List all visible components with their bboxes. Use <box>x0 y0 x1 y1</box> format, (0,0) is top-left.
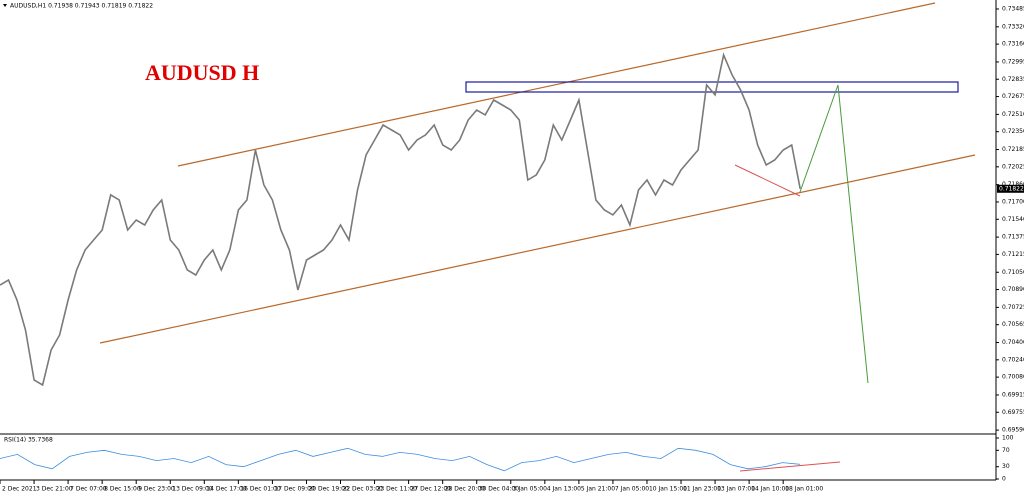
x-tick-label: 7 Jan 05:00 <box>615 486 649 493</box>
x-tick-label: 8 Dec 15:00 <box>104 486 141 493</box>
y-tick-label: 0.72675 <box>1002 93 1024 100</box>
x-tick-label: 27 Dec 12:00 <box>411 486 452 493</box>
x-tick-label: 3 Jan 05:00 <box>513 486 547 493</box>
chart-header: AUDUSD,H1 0.71938 0.71943 0.71819 0.7182… <box>10 3 153 10</box>
last-price-box <box>997 184 1024 193</box>
divergence-line <box>739 461 841 472</box>
y-tick-label: 0.72835 <box>1002 76 1024 83</box>
x-tick-label: 13 Jan 07:00 <box>717 486 755 493</box>
x-tick-label: 23 Dec 11:00 <box>377 486 418 493</box>
x-tick-label: 16 Dec 01:00 <box>240 486 281 493</box>
y-tick-label: 0.71215 <box>1002 251 1024 258</box>
y-tick-label: 0.72995 <box>1002 58 1024 65</box>
y-tick-label: 0.72185 <box>1002 146 1024 153</box>
x-tick-label: 4 Jan 13:00 <box>547 486 581 493</box>
x-tick-label: 30 Dec 04:00 <box>479 486 520 493</box>
price-line <box>0 52 801 387</box>
last-price-label: 0.71822 <box>999 185 1024 192</box>
x-tick-label: 28 Dec 20:00 <box>445 486 486 493</box>
x-tick-label: 7 Dec 07:00 <box>70 486 107 493</box>
y-tick-label: 0.72025 <box>1002 163 1024 170</box>
x-tick-label: 3 Dec 21:00 <box>36 486 73 493</box>
rsi-line <box>0 447 801 472</box>
y-tick-label: 0.70725 <box>1002 304 1024 311</box>
x-tick-label: 10 Jan 15:00 <box>649 486 687 493</box>
y-tick-label: 70 <box>1002 447 1010 454</box>
projection <box>799 84 869 384</box>
rsi-title: RSI(14) 35.7368 <box>4 437 53 444</box>
y-tick-label: 0.73485 <box>1002 5 1024 12</box>
x-tick-label: 22 Dec 03:00 <box>343 486 384 493</box>
divergence-line <box>734 164 801 197</box>
y-tick-label: 0.69915 <box>1002 391 1024 398</box>
x-tick-label: 2 Dec 2021 <box>2 486 37 493</box>
y-tick-label: 100 <box>1002 435 1014 442</box>
y-tick-label: 30 <box>1002 463 1010 470</box>
x-tick-label: 17 Dec 09:00 <box>274 486 315 493</box>
y-tick-label: 0.69590 <box>1002 427 1024 434</box>
x-tick-label: 18 Jan 01:00 <box>785 486 823 493</box>
header-icon <box>3 4 7 7</box>
x-tick-label: 14 Jan 10:00 <box>751 486 789 493</box>
x-tick-label: 20 Dec 19:00 <box>308 486 349 493</box>
x-tick-label: 13 Dec 09:00 <box>172 486 213 493</box>
y-tick-label: 0.71375 <box>1002 234 1024 241</box>
annotation: AUDUSD H <box>145 60 259 85</box>
y-tick-label: 0.70565 <box>1002 321 1024 328</box>
x-tick-label: 11 Jan 23:00 <box>683 486 721 493</box>
y-tick-label: 0 <box>1002 476 1006 483</box>
channel-line <box>99 154 976 344</box>
x-tick-label: 14 Dec 17:00 <box>206 486 247 493</box>
x-tick-label: 9 Dec 23:00 <box>138 486 175 493</box>
channel-line <box>177 2 936 167</box>
x-tick-label: 5 Jan 21:00 <box>581 486 615 493</box>
y-tick-label: 0.69755 <box>1002 409 1024 416</box>
